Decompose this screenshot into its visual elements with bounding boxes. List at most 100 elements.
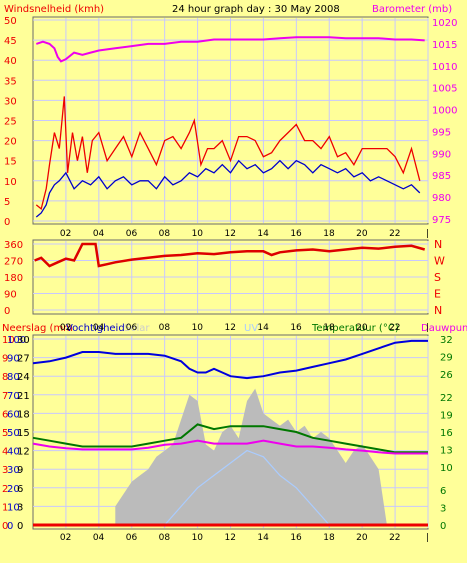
x-tick-label: 06: [126, 323, 138, 333]
solar-tick-label: 15: [17, 428, 30, 439]
x-tick-label: 08: [159, 533, 171, 543]
barometer-tick-label: 990: [432, 149, 451, 160]
x-tick-label: 22: [389, 229, 400, 239]
x-tick-label: 20: [356, 533, 368, 543]
uv-line: [164, 449, 330, 526]
x-tick-label: 18: [323, 229, 335, 239]
barometer-tick-label: 975: [432, 215, 451, 226]
solar-area: [115, 388, 387, 525]
humidity-tick-label: 90: [7, 354, 20, 365]
rain-tick-label: 2: [2, 484, 8, 495]
barometer-line: [35, 36, 425, 63]
rain-tick-label: 7: [2, 391, 8, 402]
direction-tick-label: 180: [4, 273, 23, 284]
wind-speed-line: [35, 96, 421, 211]
barometer-tick-label: 1020: [432, 18, 457, 29]
wind-axis-title: Windsnelheid (kmh): [4, 4, 104, 15]
wind-average-line: [35, 159, 421, 218]
barometer-tick-label: 1010: [432, 62, 457, 73]
humidity-tick-label: 0: [7, 521, 13, 532]
humidity-tick-label: 80: [7, 372, 20, 383]
chart-title: 24 hour graph day : 30 May 2008: [172, 4, 340, 15]
temperature-tick-label: 10: [440, 463, 453, 474]
humidity-tick-label: 30: [7, 465, 20, 476]
barometer-tick-label: 995: [432, 127, 451, 138]
temperature-tick-label: 13: [440, 445, 453, 456]
wind-tick-label: 30: [4, 96, 17, 107]
wind-tick-label: 40: [4, 56, 17, 67]
rain-tick-label: 6: [2, 409, 8, 420]
x-tick-label: |: [426, 533, 429, 543]
wind-direction-line: [34, 242, 426, 268]
compass-tick-label: E: [434, 288, 441, 301]
x-tick-label: 04: [93, 533, 105, 543]
x-tick-label: 16: [290, 229, 302, 239]
x-tick-label: 20: [356, 229, 368, 239]
chart-layer: 02 04 06 08 10 12 14 16 18 20 22 |02 04 06 08 10 12 14 16 1…: [2, 16, 457, 543]
temperature-line: [32, 423, 428, 454]
rain-tick-label: 0: [2, 521, 8, 532]
humidity-tick-label: 10: [7, 502, 20, 513]
dewpoint-line: [32, 439, 428, 455]
dewpoint-axis-title: Dauwpunt: [421, 323, 467, 334]
x-tick-label: 18: [323, 533, 335, 543]
compass-tick-label: N: [434, 238, 442, 251]
x-tick-label: |: [426, 323, 429, 333]
humidity-tick-label: 70: [7, 391, 20, 402]
direction-tick-label: 360: [4, 240, 23, 251]
barometer-tick-label: 1005: [432, 84, 457, 95]
solar-tick-label: 3: [17, 502, 23, 513]
solar-tick-label: 0: [17, 521, 23, 532]
barometer-tick-label: 1000: [432, 106, 457, 117]
x-tick-label: 12: [225, 229, 236, 239]
x-tick-label: 08: [159, 323, 171, 333]
x-tick-label: 12: [225, 533, 236, 543]
wind-tick-label: 10: [4, 177, 17, 188]
x-tick-label: 12: [225, 323, 236, 333]
direction-tick-label: 90: [4, 290, 17, 301]
solar-tick-label: 9: [17, 465, 23, 476]
solar-tick-label: 6: [17, 484, 23, 495]
rain-tick-label: 3: [2, 465, 8, 476]
solar-tick-label: 12: [17, 447, 30, 458]
rain-axis-title: Neerslag (mm: [2, 323, 73, 334]
x-tick-label: 22: [389, 533, 400, 543]
barometer-tick-label: 985: [432, 171, 451, 182]
x-tick-label: 14: [257, 229, 269, 239]
wind-tick-label: 25: [4, 117, 17, 128]
x-tick-label: 10: [192, 229, 204, 239]
x-tick-label: 14: [257, 323, 269, 333]
x-tick-label: 20: [356, 323, 368, 333]
x-tick-label: 08: [159, 229, 171, 239]
x-tick-label: 04: [93, 323, 105, 333]
direction-tick-label: 0: [4, 306, 10, 317]
solar-tick-label: 30: [17, 335, 30, 346]
rain-tick-label: 8: [2, 372, 8, 383]
wind-tick-label: 20: [4, 137, 17, 148]
wind-tick-label: 5: [4, 197, 10, 208]
x-tick-label: |: [426, 229, 429, 239]
wind-tick-label: 15: [4, 157, 17, 168]
x-tick-label: 10: [192, 533, 204, 543]
temperature-tick-label: 0: [440, 521, 446, 532]
solar-tick-label: 27: [17, 354, 30, 365]
temperature-tick-label: 22: [440, 393, 453, 404]
solar-tick-label: 21: [17, 391, 30, 402]
temperature-tick-label: 29: [440, 352, 453, 363]
uv-axis-title: UV: [244, 323, 258, 334]
x-tick-label: 18: [323, 323, 335, 333]
x-tick-label: 04: [93, 229, 105, 239]
rain-tick-label: 10: [2, 335, 15, 346]
wind-tick-label: 50: [4, 16, 17, 27]
temperature-tick-label: 19: [440, 411, 453, 422]
rain-tick-label: 4: [2, 447, 8, 458]
x-tick-label: 02: [60, 533, 71, 543]
solar-axis-title: Solar: [124, 323, 150, 334]
barometer-axis-title: Barometer (mb): [372, 4, 452, 15]
barometer-tick-label: 980: [432, 193, 451, 204]
compass-tick-label: N: [434, 304, 442, 317]
humidity-line: [32, 339, 428, 380]
x-tick-label: 14: [257, 533, 269, 543]
